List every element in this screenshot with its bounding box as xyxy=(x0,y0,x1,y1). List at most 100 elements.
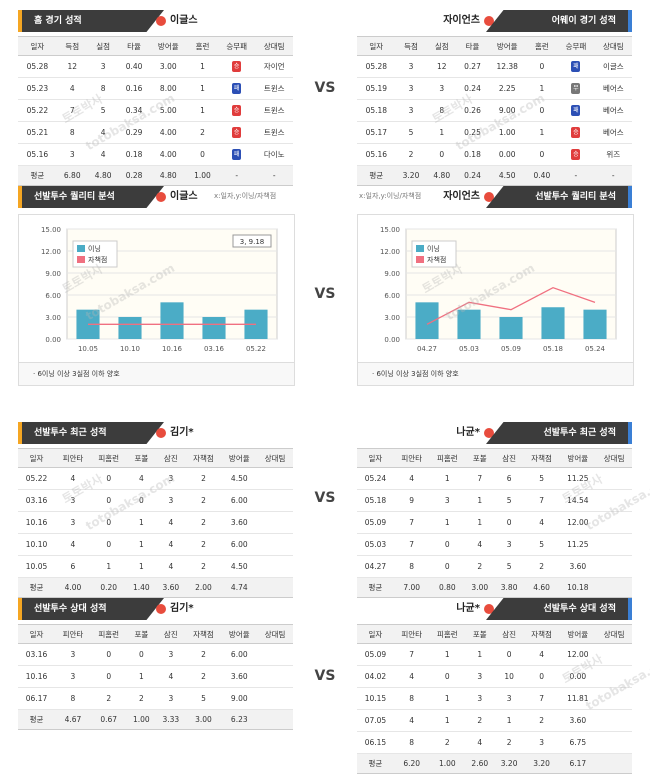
table-cell: 0.40 xyxy=(118,55,150,78)
table-cell: 0 xyxy=(90,643,127,666)
table-cell: 06.17 xyxy=(18,687,56,710)
average-cell: 1.40 xyxy=(126,577,157,598)
table-cell: 0.18 xyxy=(118,143,150,166)
table-cell: 0 xyxy=(426,143,458,166)
table-cell: 3 xyxy=(156,643,186,666)
right-quality-footnote: · 6이닝 이상 3실점 이하 양호 xyxy=(358,362,633,385)
average-cell: 3.00 xyxy=(465,577,495,598)
table-cell: 패 xyxy=(557,55,595,78)
away-header-0: 일자 xyxy=(357,36,396,56)
right-recent-title: 선발투수 최근 성적 xyxy=(486,422,632,444)
table-cell: 1 xyxy=(465,489,495,512)
home-header-6: 승무패 xyxy=(217,36,256,56)
table-cell: 3 xyxy=(156,687,186,710)
table-cell: 9.00 xyxy=(221,687,258,710)
average-cell: - xyxy=(594,165,632,186)
bar-inning xyxy=(457,309,481,339)
result-badge: 승 xyxy=(232,127,242,138)
y-tick-label: 12.00 xyxy=(380,248,400,256)
table-cell: 0 xyxy=(126,643,157,666)
table-cell: 8.00 xyxy=(149,77,188,100)
recent-left-header-3: 포볼 xyxy=(126,448,157,468)
table-row: 05.21 8 4 0.29 4.00 2 승 트윈스 xyxy=(18,121,293,144)
vs-label: VS xyxy=(314,286,336,302)
table-cell xyxy=(257,489,293,512)
table-cell: 4 xyxy=(156,533,186,556)
average-cell: 3.00 xyxy=(185,709,222,730)
right-quality-title: 선발투수 퀄리티 분석 xyxy=(486,186,632,208)
x-tick-label: 05.22 xyxy=(246,345,266,353)
table-cell: 4.50 xyxy=(221,467,258,490)
average-cell: 0.80 xyxy=(429,577,466,598)
table-cell: 12.00 xyxy=(559,511,597,534)
table-cell: 11.25 xyxy=(559,467,597,490)
average-cell: 6.80 xyxy=(56,165,88,186)
table-row: 06.17 8 2 2 3 5 9.00 xyxy=(18,687,293,710)
table-cell: 4 xyxy=(56,77,88,100)
average-cell: 4.67 xyxy=(55,709,91,730)
table-cell: 05.09 xyxy=(357,511,394,534)
table-cell: 베어스 xyxy=(594,99,632,122)
y-tick-label: 6.00 xyxy=(384,292,400,300)
left-quality-panel: 선발투수 퀄리티 분석 이글스 x:일자,y:이닝/자책점 xyxy=(18,186,293,208)
x-tick-label: 05.24 xyxy=(585,345,606,353)
average-cell: 1.00 xyxy=(187,165,218,186)
table-cell: 07.05 xyxy=(357,709,394,732)
y-tick-label: 9.00 xyxy=(45,270,61,278)
table-cell: 4 xyxy=(87,143,119,166)
table-cell: 0.24 xyxy=(457,77,488,100)
bar-inning xyxy=(160,302,184,339)
versus-left-header-6: 방어율 xyxy=(221,624,258,644)
table-cell: 3 xyxy=(426,77,458,100)
legend-label-er: 자책점 xyxy=(88,255,107,264)
table-cell: 3 xyxy=(87,55,119,78)
table-cell: 이글스 xyxy=(594,55,632,78)
table-cell: 3.60 xyxy=(221,511,258,534)
table-cell: 2 xyxy=(185,665,222,688)
table-cell: 8 xyxy=(393,687,430,710)
recent-right-header-3: 포볼 xyxy=(465,448,495,468)
table-cell: 승 xyxy=(217,99,256,122)
table-cell: 3 xyxy=(55,489,91,512)
table-cell: 8 xyxy=(55,687,91,710)
table-cell: 3 xyxy=(55,511,91,534)
table-row: 05.18 3 8 0.26 9.00 0 패 베어스 xyxy=(357,99,632,122)
table-cell: 무 xyxy=(557,77,595,100)
y-tick-label: 0.00 xyxy=(384,336,400,344)
table-cell: 05.28 xyxy=(357,55,396,78)
table-cell: 0.34 xyxy=(118,99,150,122)
average-cell: 6.17 xyxy=(559,753,597,774)
versus-right-header-5: 자책점 xyxy=(523,624,560,644)
average-cell: 0.67 xyxy=(90,709,127,730)
table-cell: 6 xyxy=(494,467,524,490)
table-cell: 04.27 xyxy=(357,555,394,578)
away-header-4: 방어율 xyxy=(487,36,527,56)
table-cell xyxy=(257,467,293,490)
average-cell: 10.18 xyxy=(559,577,597,598)
y-tick-label: 9.00 xyxy=(384,270,400,278)
table-cell: 4 xyxy=(156,665,186,688)
right-versus-pitcher: 나균* xyxy=(456,603,480,614)
y-tick-label: 15.00 xyxy=(41,226,61,234)
table-cell: 0 xyxy=(429,533,466,556)
average-cell xyxy=(596,577,632,598)
table-cell: 2 xyxy=(185,489,222,512)
table-cell: 0.00 xyxy=(487,143,527,166)
versus-left-header-4: 삼진 xyxy=(156,624,186,644)
giants-logo-icon xyxy=(484,428,494,438)
left-versus-panel: 선발투수 상대 성적 김기* 일자 피안타 피홈런 포볼 삼진 자책점 방어율 상대팀 03.1… xyxy=(18,598,293,730)
table-cell: 0 xyxy=(90,665,127,688)
table-cell: 6 xyxy=(55,555,91,578)
average-cell: 0.28 xyxy=(118,165,150,186)
result-badge: 승 xyxy=(232,105,242,116)
versus-right-header-6: 방어율 xyxy=(559,624,597,644)
table-cell: 3 xyxy=(395,55,427,78)
table-cell: 2 xyxy=(185,533,222,556)
recent-right-header-4: 삼진 xyxy=(494,448,524,468)
table-cell: 7 xyxy=(465,467,495,490)
right-quality-svg: 0.00 3.00 6.00 9.00 12.00 15.00 04.27 05.03 05.0… xyxy=(380,226,617,353)
legend-label-er: 자책점 xyxy=(427,255,446,264)
recent-left-header-5: 자책점 xyxy=(185,448,222,468)
legend-label-inning: 이닝 xyxy=(427,244,440,253)
